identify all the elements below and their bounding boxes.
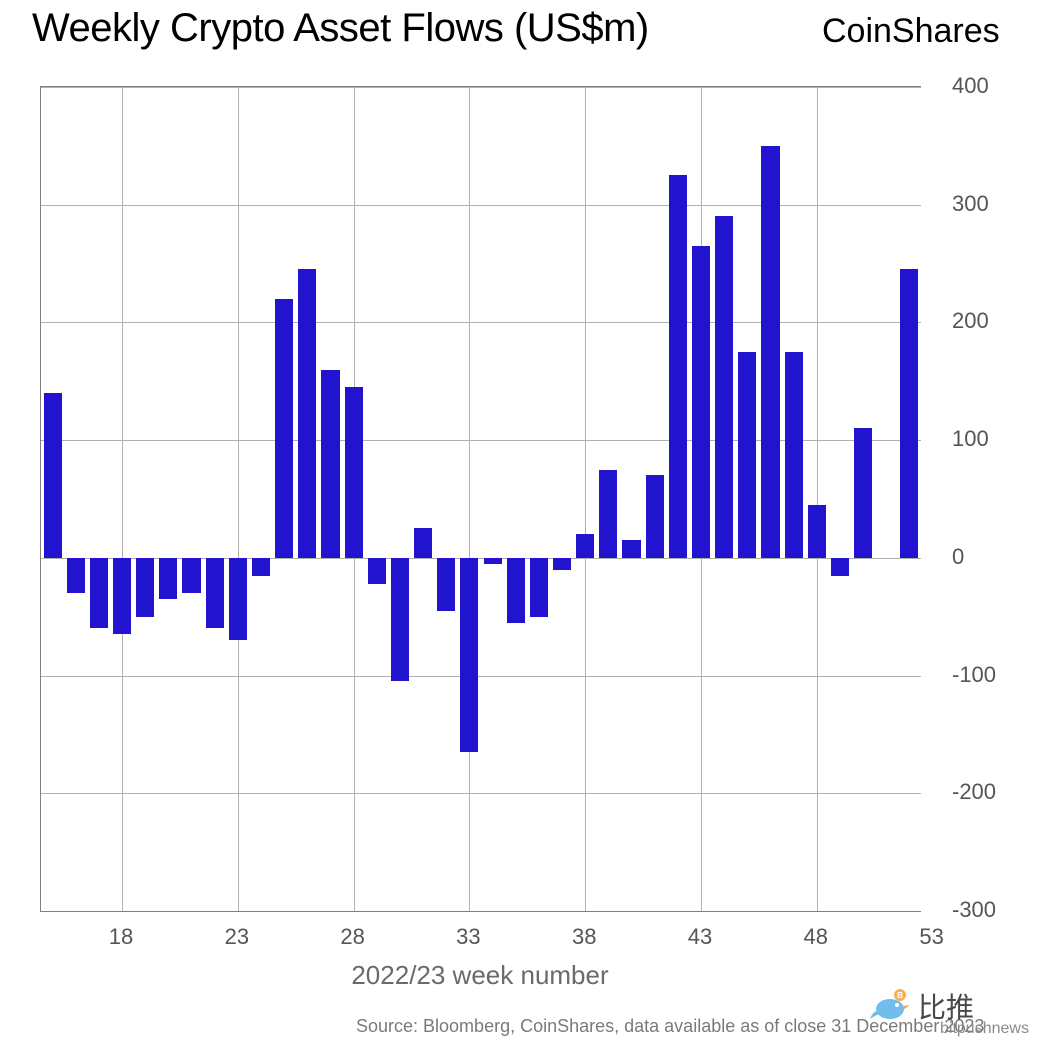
brand-logo-text: CoinShares xyxy=(822,12,1000,51)
bar xyxy=(785,352,803,558)
bar xyxy=(206,558,224,629)
bar xyxy=(530,558,548,617)
bar xyxy=(669,175,687,558)
bar xyxy=(622,540,640,558)
bar xyxy=(808,505,826,558)
svg-text:B: B xyxy=(897,991,903,1000)
bar xyxy=(113,558,131,635)
x-tick-label: 23 xyxy=(225,924,249,950)
x-tick-label: 48 xyxy=(804,924,828,950)
y-tick-label: -200 xyxy=(952,779,996,805)
x-tick-label: 18 xyxy=(109,924,133,950)
y-tick-label: -300 xyxy=(952,897,996,923)
vgrid-line xyxy=(238,87,239,911)
bar xyxy=(90,558,108,629)
bar xyxy=(484,558,502,564)
bar xyxy=(182,558,200,593)
bar xyxy=(646,475,664,557)
bar xyxy=(692,246,710,558)
chart-title: Weekly Crypto Asset Flows (US$m) xyxy=(32,6,649,51)
chart-container: Weekly Crypto Asset Flows (US$m) CoinSha… xyxy=(0,0,1056,1051)
bar xyxy=(831,558,849,576)
bar xyxy=(900,269,918,557)
bar xyxy=(368,558,386,584)
hgrid-line xyxy=(41,87,921,88)
bar xyxy=(159,558,177,599)
x-tick-label: 43 xyxy=(688,924,712,950)
plot-area xyxy=(40,86,921,912)
bar xyxy=(345,387,363,558)
bar xyxy=(738,352,756,558)
vgrid-line xyxy=(122,87,123,911)
hgrid-line xyxy=(41,205,921,206)
bar xyxy=(67,558,85,593)
x-tick-label: 53 xyxy=(919,924,943,950)
bar xyxy=(553,558,571,570)
bar xyxy=(298,269,316,557)
y-tick-label: 100 xyxy=(952,426,989,452)
bar xyxy=(761,146,779,558)
bar xyxy=(44,393,62,558)
bar xyxy=(437,558,455,611)
bar xyxy=(252,558,270,576)
y-tick-label: 200 xyxy=(952,308,989,334)
bar xyxy=(854,428,872,557)
bar xyxy=(576,534,594,558)
y-tick-label: -100 xyxy=(952,662,996,688)
y-tick-label: 400 xyxy=(952,73,989,99)
bar xyxy=(507,558,525,623)
watermark-bitpushnews: bitpushnews xyxy=(940,1020,1029,1038)
hgrid-line xyxy=(41,676,921,677)
bar xyxy=(321,370,339,558)
bar xyxy=(275,299,293,558)
hgrid-line xyxy=(41,322,921,323)
x-tick-label: 38 xyxy=(572,924,596,950)
vgrid-line xyxy=(469,87,470,911)
bar xyxy=(414,528,432,557)
x-axis-label: 2022/23 week number xyxy=(351,960,608,991)
y-tick-label: 0 xyxy=(952,544,964,570)
bar xyxy=(599,470,617,558)
x-tick-label: 28 xyxy=(340,924,364,950)
x-tick-label: 33 xyxy=(456,924,480,950)
y-tick-label: 300 xyxy=(952,191,989,217)
hgrid-line xyxy=(41,793,921,794)
bar xyxy=(136,558,154,617)
vgrid-line xyxy=(817,87,818,911)
bar xyxy=(460,558,478,752)
bird-icon: B xyxy=(870,989,914,1023)
vgrid-line xyxy=(585,87,586,911)
bar xyxy=(229,558,247,640)
bar xyxy=(391,558,409,682)
bar xyxy=(715,216,733,557)
